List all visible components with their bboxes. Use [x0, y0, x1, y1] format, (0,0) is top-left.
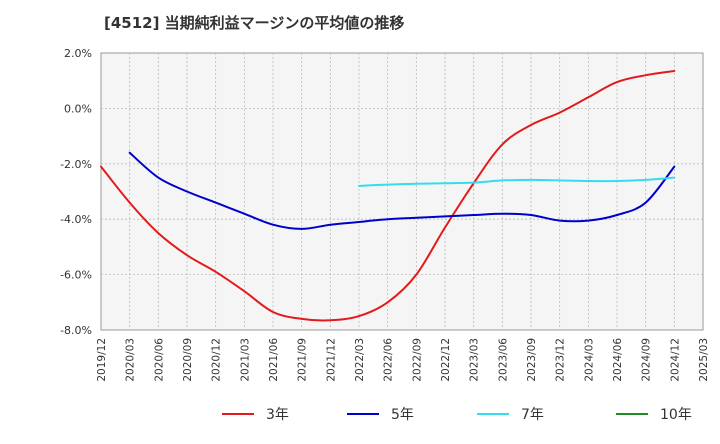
x-tick-label: 2023/03 [469, 338, 481, 382]
legend-item: 7年 [477, 407, 544, 423]
y-tick-label: 0.0% [64, 102, 92, 115]
x-tick-label: 2022/09 [411, 338, 423, 382]
x-tick-label: 2025/03 [698, 338, 710, 382]
x-tick-label: 2024/12 [669, 338, 681, 382]
x-tick-label: 2020/06 [153, 338, 165, 382]
x-tick-label: 2021/06 [268, 338, 280, 382]
series-line-1 [100, 70, 676, 322]
y-tick-label: 2.0% [64, 47, 92, 60]
y-tick-label: -6.0% [60, 269, 92, 282]
legend-item: 10年 [616, 407, 692, 423]
y-tick-layer: 2.0% 0.0% -2.0% -4.0% -6.0% -8.0% [60, 47, 92, 337]
y-tick-label: -2.0% [60, 158, 92, 171]
x-tick-layer: 2019/12 2020/03 2020/06 2020/09 2020/12 2021/… [96, 338, 710, 382]
plot-area [100, 52, 704, 331]
x-tick-label: 2024/03 [583, 338, 595, 382]
series-line-2 [128, 151, 676, 230]
y-tick-label: -8.0% [60, 324, 92, 337]
x-tick-label: 2022/06 [383, 338, 395, 382]
legend: 3年 5年 7年 10年 [222, 407, 692, 423]
legend-label: 10年 [660, 407, 692, 423]
chart-title: [4512] 当期純利益マージンの平均値の推移 [104, 14, 405, 32]
x-tick-label: 2023/12 [555, 338, 567, 382]
legend-label: 3年 [266, 407, 289, 423]
x-tick-label: 2023/06 [497, 338, 509, 382]
series-line-3 [358, 176, 676, 187]
x-tick-label: 2020/12 [211, 338, 223, 382]
legend-label: 7年 [521, 407, 544, 423]
legend-item: 5年 [347, 407, 414, 423]
series-layer [100, 70, 676, 322]
x-tick-label: 2023/09 [526, 338, 538, 382]
y-tick-label: -4.0% [60, 213, 92, 226]
x-tick-label: 2020/09 [182, 338, 194, 382]
x-tick-label: 2021/03 [239, 338, 251, 382]
x-tick-label: 2020/03 [125, 338, 137, 382]
x-tick-label: 2022/03 [354, 338, 366, 382]
x-tick-label: 2024/06 [612, 338, 624, 382]
legend-label: 5年 [391, 407, 414, 423]
x-tick-label: 2024/09 [641, 338, 653, 382]
x-tick-label: 2021/12 [325, 338, 337, 382]
x-tick-label: 2022/12 [440, 338, 452, 382]
x-tick-label: 2019/12 [96, 338, 108, 382]
legend-item: 3年 [222, 407, 289, 423]
x-tick-label: 2021/09 [297, 338, 309, 382]
